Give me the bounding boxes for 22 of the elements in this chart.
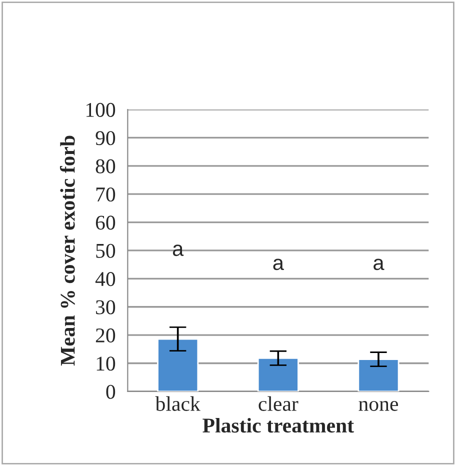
y-tick-label: 40 (95, 272, 116, 286)
bar (157, 338, 199, 392)
annotation: a (172, 244, 184, 256)
annotation: a (273, 258, 284, 270)
y-tick-label: 90 (96, 131, 116, 146)
bar (358, 358, 400, 392)
x-tick-label: none (358, 400, 398, 411)
y-tick-label: 60 (96, 216, 116, 230)
y-tick-label: 100 (86, 102, 116, 117)
y-tick-label: 20 (96, 328, 116, 342)
y-tick-label: 80 (96, 159, 116, 174)
y-tick-label: 50 (96, 244, 116, 258)
annotation: a (374, 258, 384, 270)
x-tick-label: clear (258, 396, 298, 411)
y-axis-title: Mean % cover exotic forb (60, 136, 75, 366)
y-tick-label: 30 (96, 300, 116, 314)
bar (257, 357, 299, 392)
y-tick-label: 10 (96, 356, 116, 371)
y-tick-label: 0 (106, 384, 116, 399)
y-tick-label: 70 (96, 187, 116, 202)
x-axis-title: Plastic treatment (202, 418, 354, 433)
x-tick-label: black (155, 396, 200, 411)
